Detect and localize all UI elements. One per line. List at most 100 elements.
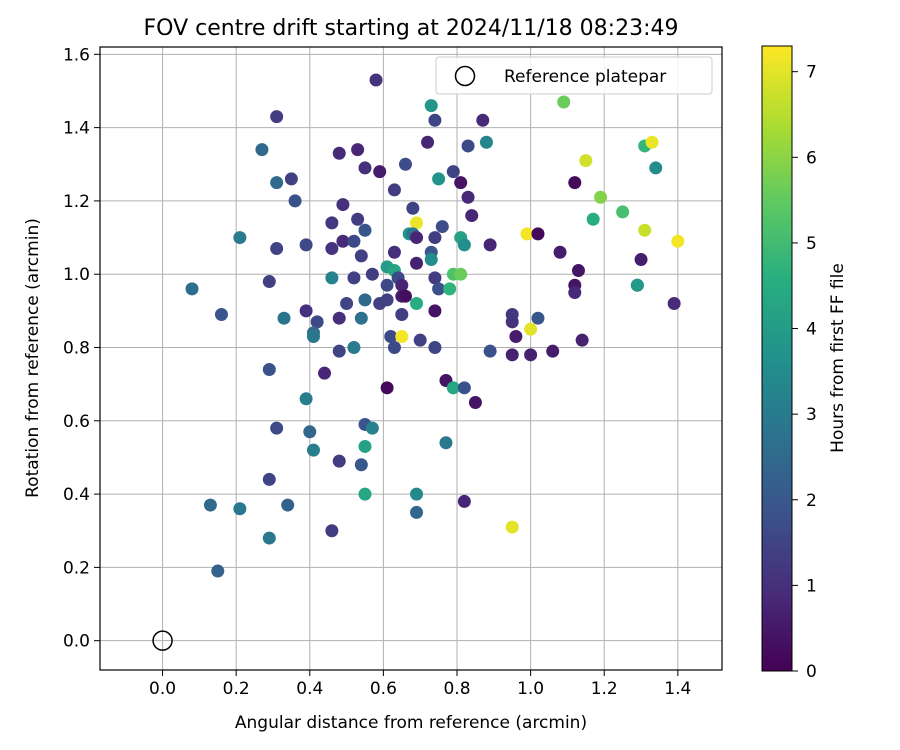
data-point	[479, 135, 493, 149]
colorbar: 0 1 2 3 4 5 6 7 Hours from first FF file	[761, 45, 848, 682]
data-point	[299, 238, 313, 252]
data-point	[461, 190, 475, 204]
data-point	[262, 362, 276, 376]
legend-marker	[454, 65, 476, 87]
data-point	[483, 238, 497, 252]
data-point	[634, 253, 648, 267]
data-point	[299, 304, 313, 318]
data-point	[369, 73, 383, 87]
data-point	[358, 293, 372, 307]
data-point	[325, 524, 339, 538]
x-tick-label: 0.6	[370, 679, 397, 699]
y-tick-label: 0.8	[63, 339, 90, 359]
data-point	[380, 278, 394, 292]
data-point	[457, 381, 471, 395]
data-point	[446, 381, 460, 395]
data-point	[568, 176, 582, 190]
data-point	[358, 487, 372, 501]
data-point	[340, 297, 354, 311]
data-point	[211, 564, 225, 578]
data-point	[428, 113, 442, 127]
data-point	[214, 308, 228, 322]
data-point	[649, 161, 663, 175]
data-point	[568, 286, 582, 300]
data-point	[270, 110, 284, 124]
y-tick-label: 1.6	[63, 45, 90, 65]
data-point	[594, 190, 608, 204]
data-point	[299, 392, 313, 406]
legend-label: Reference platepar	[504, 67, 666, 87]
data-point	[358, 439, 372, 453]
data-point	[454, 176, 468, 190]
data-point	[446, 165, 460, 179]
x-axis-label: Angular distance from reference (arcmin)	[235, 713, 587, 733]
x-tick-label: 0.0	[149, 679, 176, 699]
data-point	[398, 289, 412, 303]
data-point	[571, 264, 585, 278]
x-tick-label: 0.8	[443, 679, 470, 699]
data-point	[457, 494, 471, 508]
data-point	[203, 498, 217, 512]
colorbar-tick-label: 3	[806, 405, 817, 425]
data-point	[410, 256, 424, 270]
data-point	[410, 216, 424, 230]
data-point	[347, 234, 361, 248]
data-point	[439, 436, 453, 450]
data-point	[336, 234, 350, 248]
data-point	[428, 271, 442, 285]
data-point	[262, 531, 276, 545]
y-axis-label: Rotation from reference (arcmin)	[23, 218, 43, 498]
data-point	[395, 308, 409, 322]
colorbar-gradient	[761, 45, 793, 672]
data-point	[546, 344, 560, 358]
data-point	[373, 165, 387, 179]
data-point	[332, 344, 346, 358]
data-point	[332, 454, 346, 468]
colorbar-ticks: 0 1 2 3 4 5 6 7	[792, 63, 817, 682]
x-tick-label: 0.2	[223, 679, 250, 699]
data-point	[424, 253, 438, 267]
data-point	[270, 176, 284, 190]
data-point	[428, 304, 442, 318]
data-point	[476, 113, 490, 127]
data-point	[435, 220, 449, 234]
y-tick-label: 0.0	[63, 632, 90, 652]
data-point	[461, 139, 475, 153]
data-point	[531, 227, 545, 241]
data-point	[557, 95, 571, 109]
data-point	[667, 297, 681, 311]
data-point	[575, 333, 589, 347]
data-point	[284, 172, 298, 186]
data-point	[509, 330, 523, 344]
data-point	[410, 505, 424, 519]
data-point	[395, 330, 409, 344]
data-point	[579, 154, 593, 168]
colorbar-label: Hours from first FF file	[828, 263, 848, 453]
data-point	[387, 245, 401, 259]
data-point	[505, 315, 519, 329]
data-point	[318, 366, 332, 380]
data-point	[358, 223, 372, 237]
data-point	[185, 282, 199, 296]
y-tick-label: 0.4	[63, 485, 90, 505]
data-point	[454, 267, 468, 281]
data-point	[406, 201, 420, 215]
data-point	[395, 278, 409, 292]
data-point	[432, 282, 446, 296]
colorbar-tick-label: 2	[806, 491, 817, 511]
data-point	[358, 161, 372, 175]
data-point	[306, 443, 320, 457]
x-tick-label: 1.2	[591, 679, 618, 699]
y-tick-label: 1.2	[63, 192, 90, 212]
x-axis-ticks: 0.0 0.2 0.4 0.6 0.8 1.0 1.2 1.4	[149, 670, 691, 699]
data-point	[347, 271, 361, 285]
colorbar-tick-label: 0	[806, 662, 817, 682]
data-point	[351, 143, 365, 157]
data-point	[443, 282, 457, 296]
y-tick-label: 0.6	[63, 412, 90, 432]
y-axis-ticks: 0.0 0.2 0.4 0.6 0.8 1.0 1.2 1.4 1.6	[63, 45, 100, 652]
data-point	[380, 381, 394, 395]
data-point	[325, 216, 339, 230]
data-point	[325, 271, 339, 285]
